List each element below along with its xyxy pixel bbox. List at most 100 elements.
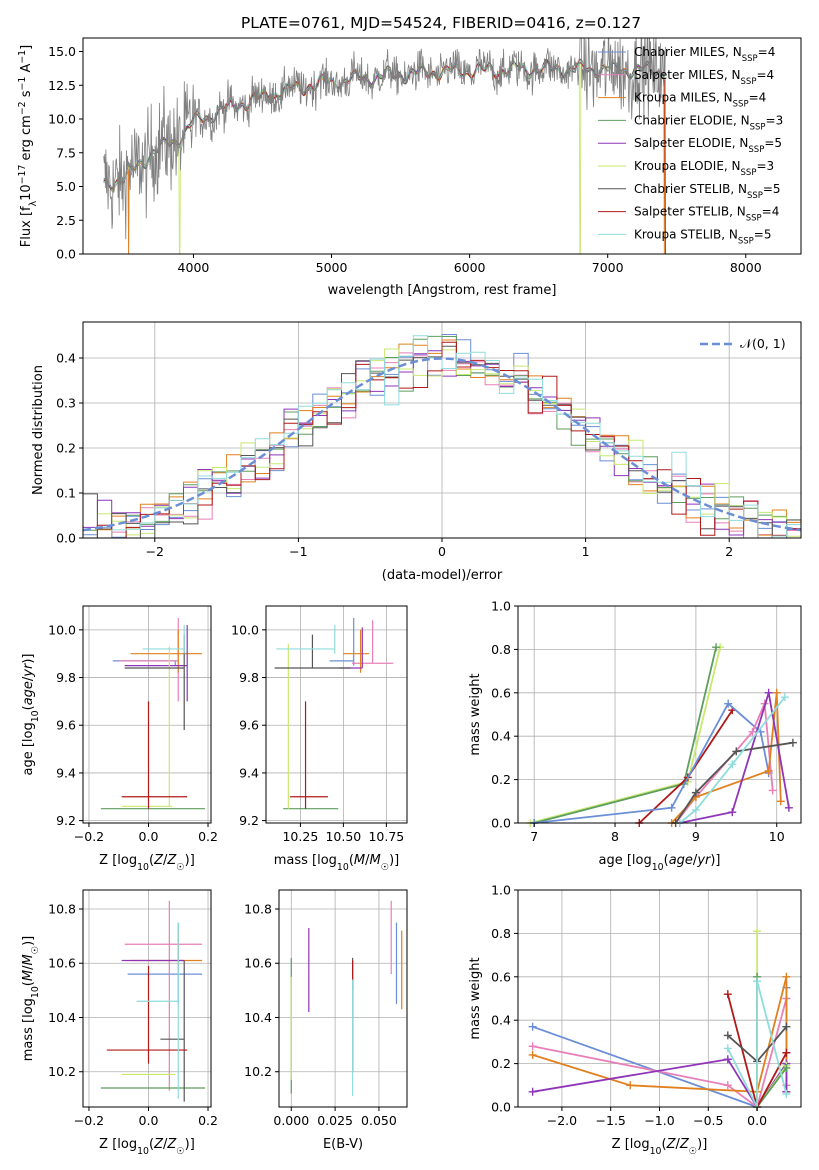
data-point-marker [723, 1055, 732, 1064]
y-tick-label: 10.2 [48, 1064, 76, 1079]
y-tick-label: 12.5 [48, 78, 76, 93]
label-part: age [log [21, 722, 36, 775]
legend-label: Chabrier ELODIE, N [634, 113, 750, 127]
y-tick-label: 10.4 [244, 1010, 272, 1025]
label-part: yr [21, 662, 36, 678]
massweight-vs-age-frame [517, 605, 802, 824]
legend-sub: SSP [738, 236, 754, 246]
x-tick-label: 7 [530, 829, 538, 844]
legend-tail: =4 [762, 205, 780, 219]
label-part: ( [349, 853, 354, 868]
y-tick-label: 0.1 [56, 486, 76, 501]
errorbar-point-salpeter_miles [351, 620, 394, 664]
legend-sub: SSP [741, 77, 757, 87]
mass-vs-Z-frame [82, 889, 212, 1108]
y-tick-label: 10.8 [244, 901, 272, 916]
legend-label: Kroupa ELODIE, N [634, 159, 741, 173]
label-part: Z [log [99, 1137, 137, 1152]
x-axis-label: wavelength [Angstrom, rest frame] [328, 283, 557, 298]
label-part: ( [21, 981, 36, 986]
errorbar-point-salpeter_stelib [121, 701, 188, 809]
errorbar-point-salpeter_stelib [106, 965, 188, 1064]
series-line [529, 646, 721, 824]
data-point-marker [782, 1063, 791, 1072]
label-part: Z [log [99, 853, 137, 868]
y-tick-label: 10.4 [48, 1010, 76, 1025]
legend-sub: SSP [750, 122, 766, 132]
y-tick-label: 0.8 [491, 642, 511, 657]
errorbar-point-kroupa_stelib [142, 625, 185, 654]
data-point-marker [768, 786, 777, 795]
y-tick-label: 9.4 [56, 765, 76, 780]
figure-title: PLATE=0761, MJD=54524, FIBERID=0416, z=0… [241, 14, 641, 32]
legend-tail: =3 [756, 159, 774, 173]
legend-tail: =3 [766, 113, 784, 127]
y-tick-label: 0.0 [491, 816, 511, 831]
x-axis-label: (data-model)/error [382, 568, 503, 583]
legend-entry: Chabrier STELIB, NSSP=5 [634, 182, 781, 201]
y-tick-label: 0.6 [491, 969, 511, 984]
label-part: M [21, 970, 36, 981]
data-point-marker [748, 727, 757, 736]
normal-curve [82, 357, 802, 532]
label-part: ☉ [30, 946, 41, 954]
x-axis-label: Z [log10(Z/Z☉)] [99, 1137, 195, 1157]
label-part: M [370, 853, 381, 868]
x-axis-label: E(B-V) [323, 1137, 363, 1152]
y-tick-label: 9.2 [56, 813, 76, 828]
label-part: Z [153, 1137, 164, 1152]
data-point-marker [782, 1022, 791, 1031]
x-tick-label: 4000 [178, 260, 210, 275]
errorbar-point-salpeter_stelib [290, 701, 328, 809]
y-axis-label: age [log10(age/yr)] [21, 653, 41, 775]
legend-label: Salpeter STELIB, N [634, 205, 746, 219]
data-point-marker [723, 1031, 732, 1040]
x-tick-label: 7000 [592, 260, 624, 275]
legend-tail: =5 [754, 227, 772, 241]
data-point-marker [528, 1050, 537, 1059]
x-tick-label: −2.0 [547, 1113, 577, 1128]
y-tick-label: 15.0 [48, 44, 76, 59]
y-tick-label: 0.0 [56, 531, 76, 546]
y-axis-label: mass weight [468, 957, 483, 1039]
label-part: −1 [17, 77, 28, 91]
y-tick-label: 0.4 [56, 351, 76, 366]
label-part: ☉ [176, 862, 184, 873]
label-part: )] [697, 1137, 707, 1152]
errorbar-point-kroupa_stelib [136, 922, 179, 1099]
massweight-vs-Z-panel: −2.0 −1.5 −1.0 −0.5 0.0 0.0 0.2 0.4 0.6 0.8 1.0 Z [… [468, 883, 802, 1157]
errorbar-point-kroupa_elodie [121, 646, 173, 807]
legend-entry: Salpeter STELIB, NSSP=4 [634, 205, 779, 224]
errorbar-point-chabrier_miles [329, 617, 355, 666]
label-part: mass [log [21, 998, 36, 1061]
errorbar-point-chabrier_stelib [274, 634, 351, 669]
data-point-marker [728, 808, 737, 817]
errorbar-point-chabrier_miles [112, 660, 176, 666]
y-axis-label: Normed distribution [31, 365, 46, 495]
label-part: )] [710, 853, 720, 868]
y-tick-label: 1.0 [491, 883, 511, 898]
x-tick-label: 8 [611, 829, 619, 844]
data-point-marker [626, 1081, 635, 1090]
y-tick-label: 0.0 [56, 247, 76, 262]
x-tick-label: 0.0 [747, 1113, 767, 1128]
data-point-marker [753, 977, 762, 986]
y-tick-label: 10.0 [48, 112, 76, 127]
label-part: A [19, 64, 34, 77]
errorbar-point-salpeter_elodie [338, 627, 363, 669]
legend-entry: Kroupa STELIB, NSSP=5 [634, 227, 772, 246]
data-point-marker [764, 688, 773, 697]
age-vs-mass-frame [265, 605, 408, 824]
data-point-marker [691, 788, 700, 797]
x-tick-label: 9 [692, 829, 700, 844]
x-tick-label: −1.0 [644, 1113, 674, 1128]
x-axis-label: mass [log10(M/M☉)] [274, 853, 400, 873]
y-tick-label: 9.8 [56, 670, 76, 685]
legend-tail: =4 [756, 68, 774, 82]
legend-entry: Kroupa ELODIE, NSSP=3 [634, 159, 774, 178]
age-vs-mass-marks [274, 617, 394, 810]
label-part: −17 [17, 165, 28, 185]
x-tick-label: 2 [725, 544, 733, 559]
series-chabrier_miles [530, 699, 773, 827]
